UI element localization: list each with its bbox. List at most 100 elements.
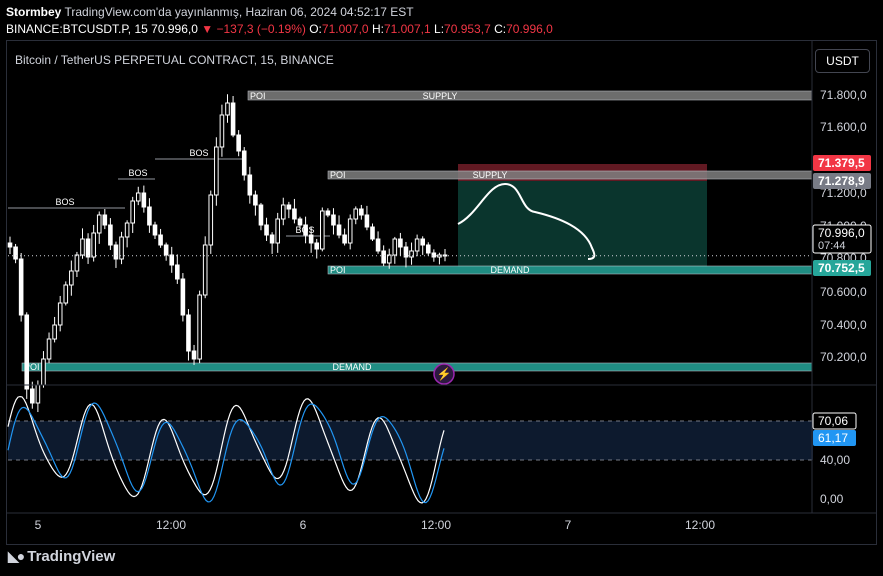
price-label-value: 71.278,9 — [818, 174, 865, 188]
tradingview-logo[interactable]: ◣● TradingView — [8, 548, 115, 565]
candle-down — [359, 208, 364, 216]
price-label-value: 71.379,5 — [818, 156, 865, 170]
candle-down — [141, 192, 147, 208]
zone-label: SUPPLY — [473, 170, 508, 180]
high-value: 71.007,1 — [383, 22, 431, 36]
open-label: O: — [309, 22, 322, 36]
lightning-icon: ⚡ — [437, 367, 452, 381]
candle-down — [286, 204, 292, 210]
candle-up — [46, 338, 52, 360]
chart-title: Bitcoin / TetherUS PERPETUAL CONTRACT, 1… — [15, 53, 334, 67]
candle-down — [325, 210, 331, 216]
candle-up — [280, 204, 286, 220]
zone-poi-label: POI — [330, 265, 346, 275]
candle-down — [253, 194, 258, 206]
demand-zone — [21, 362, 813, 372]
candle-up — [130, 200, 135, 224]
x-tick-label: 6 — [300, 518, 307, 532]
candle-down — [85, 238, 91, 258]
rsi-tick-label: 0,00 — [820, 492, 844, 506]
event-circle — [433, 363, 455, 385]
candle-up — [96, 214, 102, 234]
candle-down — [314, 242, 320, 250]
demand-zone — [327, 265, 813, 275]
x-tick-label: 12:00 — [685, 518, 715, 532]
candle-down — [236, 134, 241, 152]
candle-down — [7, 242, 13, 248]
candle-up — [414, 238, 420, 252]
low-label: L: — [434, 22, 445, 36]
candle-up — [347, 218, 353, 244]
tradingview-logo-icon: ◣● — [8, 548, 25, 564]
candle-up — [119, 236, 124, 260]
high-label: H: — [371, 22, 384, 36]
rsi-value-box — [812, 412, 857, 430]
candle-down — [308, 234, 314, 244]
candle-down — [370, 226, 375, 240]
candle-up — [63, 284, 69, 304]
brand-name: TradingView — [27, 548, 116, 565]
candle-up — [409, 250, 414, 258]
candle-up — [437, 254, 442, 258]
candle-down — [425, 244, 431, 254]
candle-down — [381, 250, 386, 264]
candle-down — [420, 238, 425, 246]
candle-down — [30, 388, 35, 404]
rsi-line-blue — [7, 402, 445, 504]
bos-label: BOS — [189, 148, 208, 158]
close-label: C: — [494, 22, 507, 36]
candle-up — [41, 358, 46, 386]
demand-target-box — [458, 181, 707, 267]
candle-down — [147, 206, 152, 226]
candle-up — [135, 192, 141, 202]
candle-up — [74, 254, 80, 272]
open-value: 71.007,0 — [321, 22, 369, 36]
rsi-line-white — [7, 395, 445, 504]
candle-up — [124, 222, 130, 238]
candle-down — [13, 246, 18, 260]
candle-up — [320, 210, 325, 250]
candle-down — [364, 214, 370, 228]
candle-up — [57, 302, 63, 326]
candle-up — [202, 244, 208, 296]
candle-up — [386, 254, 392, 264]
down-arrow-icon: ▼ — [201, 22, 214, 36]
candle-down — [336, 224, 342, 236]
y-tick-label: 70.400,0 — [820, 318, 867, 332]
zone-poi-label: POI — [250, 91, 266, 101]
rsi-value-label: 61,17 — [818, 431, 848, 445]
candle-up — [197, 294, 202, 360]
close-value: 70.996,0 — [506, 22, 553, 36]
bos-label: BOS — [128, 168, 147, 178]
currency-button[interactable]: USDT — [815, 49, 870, 73]
candle-down — [152, 224, 158, 236]
symbol-label: BINANCE:BTCUSDT.P, 15 — [6, 22, 148, 36]
last-price: 70.996,0 — [151, 22, 198, 36]
candle-down — [342, 234, 347, 244]
candle-up — [275, 218, 280, 244]
rsi-tick-label: 40,00 — [820, 453, 850, 467]
candle-up — [69, 270, 74, 286]
publisher-name: Stormbey — [6, 5, 62, 19]
candle-down — [169, 254, 175, 266]
x-tick-label: 12:00 — [156, 518, 186, 532]
candle-up — [52, 324, 57, 340]
y-tick-label: 71.600,0 — [820, 120, 867, 134]
supply-zone — [327, 170, 813, 180]
candle-up — [208, 194, 214, 246]
candle-down — [292, 208, 297, 220]
candle-down — [297, 218, 303, 226]
candle-down — [18, 258, 24, 316]
candle-down — [175, 264, 180, 280]
candle-up — [214, 146, 219, 196]
rsi-value-label: 70,06 — [818, 414, 848, 428]
candle-up — [392, 238, 398, 256]
y-tick-label: 70.200,0 — [820, 350, 867, 364]
supply-zone — [247, 90, 813, 101]
rsi-value-box — [813, 430, 856, 446]
price-label-sub: 07:44 — [818, 240, 846, 252]
y-tick-label: 70.600,0 — [820, 285, 867, 299]
price-label-box — [813, 173, 871, 189]
low-value: 70.953,7 — [444, 22, 491, 36]
